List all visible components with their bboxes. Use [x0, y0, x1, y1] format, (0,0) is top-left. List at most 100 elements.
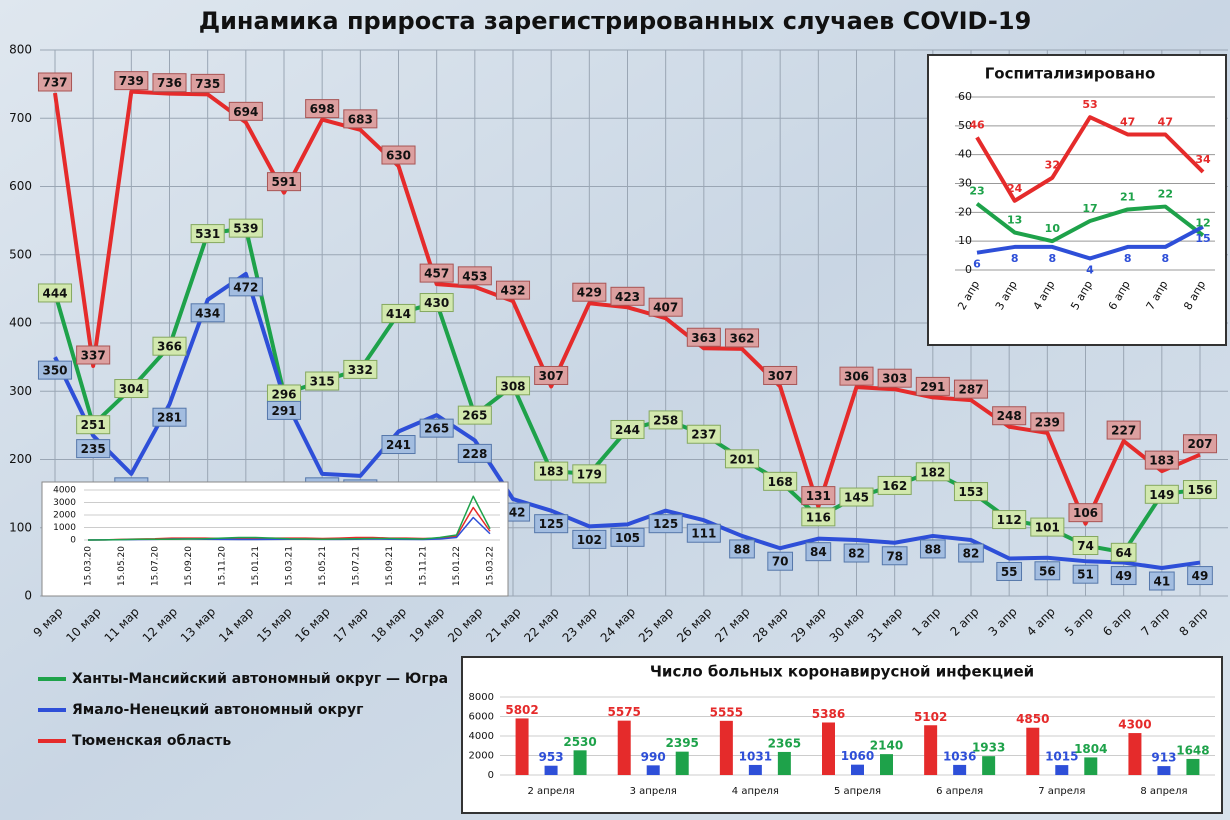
series-line	[975, 202, 1205, 244]
data-label: 183	[1149, 454, 1174, 468]
label-box	[1182, 434, 1218, 454]
label-box	[953, 482, 989, 502]
label-box	[419, 293, 454, 313]
data-label: 303	[882, 372, 907, 386]
label-box	[228, 277, 263, 297]
y-tick-label: 30	[958, 177, 972, 190]
series-line	[87, 495, 491, 541]
data-label: 630	[386, 149, 411, 163]
data-label: 168	[768, 475, 793, 489]
bar	[617, 720, 631, 775]
label-box	[724, 449, 760, 469]
data-label: 5102	[914, 710, 947, 724]
data-label: 362	[729, 331, 754, 345]
data-label: 125	[539, 517, 564, 531]
data-label: 4	[1086, 263, 1094, 276]
label-box	[648, 410, 683, 430]
y-tick-label: 0	[24, 589, 32, 603]
data-label: 739	[119, 74, 144, 88]
data-label: 125	[653, 517, 678, 531]
label-box	[305, 99, 340, 119]
x-tick-label: 4 апреля	[732, 786, 779, 797]
label-box	[343, 359, 378, 379]
label-box	[843, 543, 870, 563]
bar	[851, 764, 864, 775]
data-label: 2365	[768, 736, 801, 750]
data-label: 407	[653, 301, 678, 315]
label-box	[648, 514, 683, 534]
y-tick-label: 4000	[469, 731, 494, 742]
bar	[646, 765, 660, 775]
label-box	[839, 366, 874, 386]
data-label: 5386	[812, 707, 845, 721]
bar	[1055, 765, 1069, 775]
label-box	[190, 73, 225, 93]
data-label: 698	[310, 102, 335, 116]
x-tick-label: 15.01.22	[452, 546, 462, 586]
label-box	[915, 376, 950, 396]
data-label: 105	[615, 531, 640, 545]
data-label: 453	[462, 269, 487, 283]
label-box	[266, 172, 302, 192]
series-line	[976, 224, 1204, 261]
label-box	[881, 546, 908, 566]
label-box	[1148, 571, 1175, 591]
data-label: 1804	[1074, 742, 1107, 756]
label-box	[457, 405, 492, 425]
label-box	[572, 529, 607, 549]
data-label: 2140	[870, 739, 903, 753]
label-box	[1072, 564, 1099, 584]
bar	[777, 751, 791, 775]
label-box	[992, 406, 1027, 426]
data-label: 156	[1187, 483, 1212, 497]
data-label: 296	[271, 387, 296, 401]
label-box	[495, 376, 531, 396]
data-label: 34	[1195, 153, 1211, 166]
label-box	[1034, 561, 1061, 581]
label-box	[457, 266, 492, 286]
y-tick-label: 2000	[469, 751, 494, 762]
data-label: 291	[920, 380, 945, 394]
y-tick-label: 4000	[53, 486, 76, 496]
label-box	[610, 419, 645, 439]
data-label: 88	[734, 542, 751, 556]
label-box	[801, 486, 836, 506]
x-tick-label: 15.05.21	[318, 546, 328, 586]
label-box	[152, 73, 187, 93]
data-label: 23	[969, 185, 984, 198]
data-label: 539	[233, 222, 258, 236]
label-box	[839, 487, 874, 507]
data-label: 248	[997, 409, 1022, 423]
data-label: 4300	[1118, 718, 1151, 732]
data-label: 531	[195, 227, 220, 241]
data-label: 112	[997, 513, 1022, 527]
data-label: 201	[729, 452, 754, 466]
data-label: 308	[500, 379, 525, 393]
label-box	[648, 297, 683, 317]
x-tick-label: 15.05.20	[117, 546, 127, 586]
label-box	[958, 543, 984, 563]
data-label: 84	[810, 545, 827, 559]
y-tick-label: 800	[9, 43, 32, 57]
x-tick-label: 6 апреля	[936, 786, 983, 797]
data-label: 315	[310, 375, 335, 389]
data-labels: 5802 5575 5555 5386 5102 4850 4300 953 990 1031 10…	[505, 703, 1209, 765]
label-box	[1110, 542, 1137, 562]
label-box	[572, 282, 607, 302]
data-label: 47	[1158, 115, 1173, 128]
y-tick-label: 2000	[53, 511, 76, 521]
y-tick-label: 3000	[53, 498, 76, 508]
data-label: 235	[81, 442, 106, 456]
data-label: 265	[424, 422, 449, 436]
bar	[822, 722, 835, 775]
label-box	[729, 539, 755, 559]
data-label: 64	[1115, 546, 1132, 560]
data-label: 8	[1124, 252, 1132, 265]
data-label: 32	[1045, 159, 1060, 172]
data-label: 953	[539, 750, 564, 764]
label-box	[1187, 566, 1213, 586]
x-tick-label: 15.09.20	[184, 546, 194, 586]
data-label: 88	[924, 542, 941, 556]
